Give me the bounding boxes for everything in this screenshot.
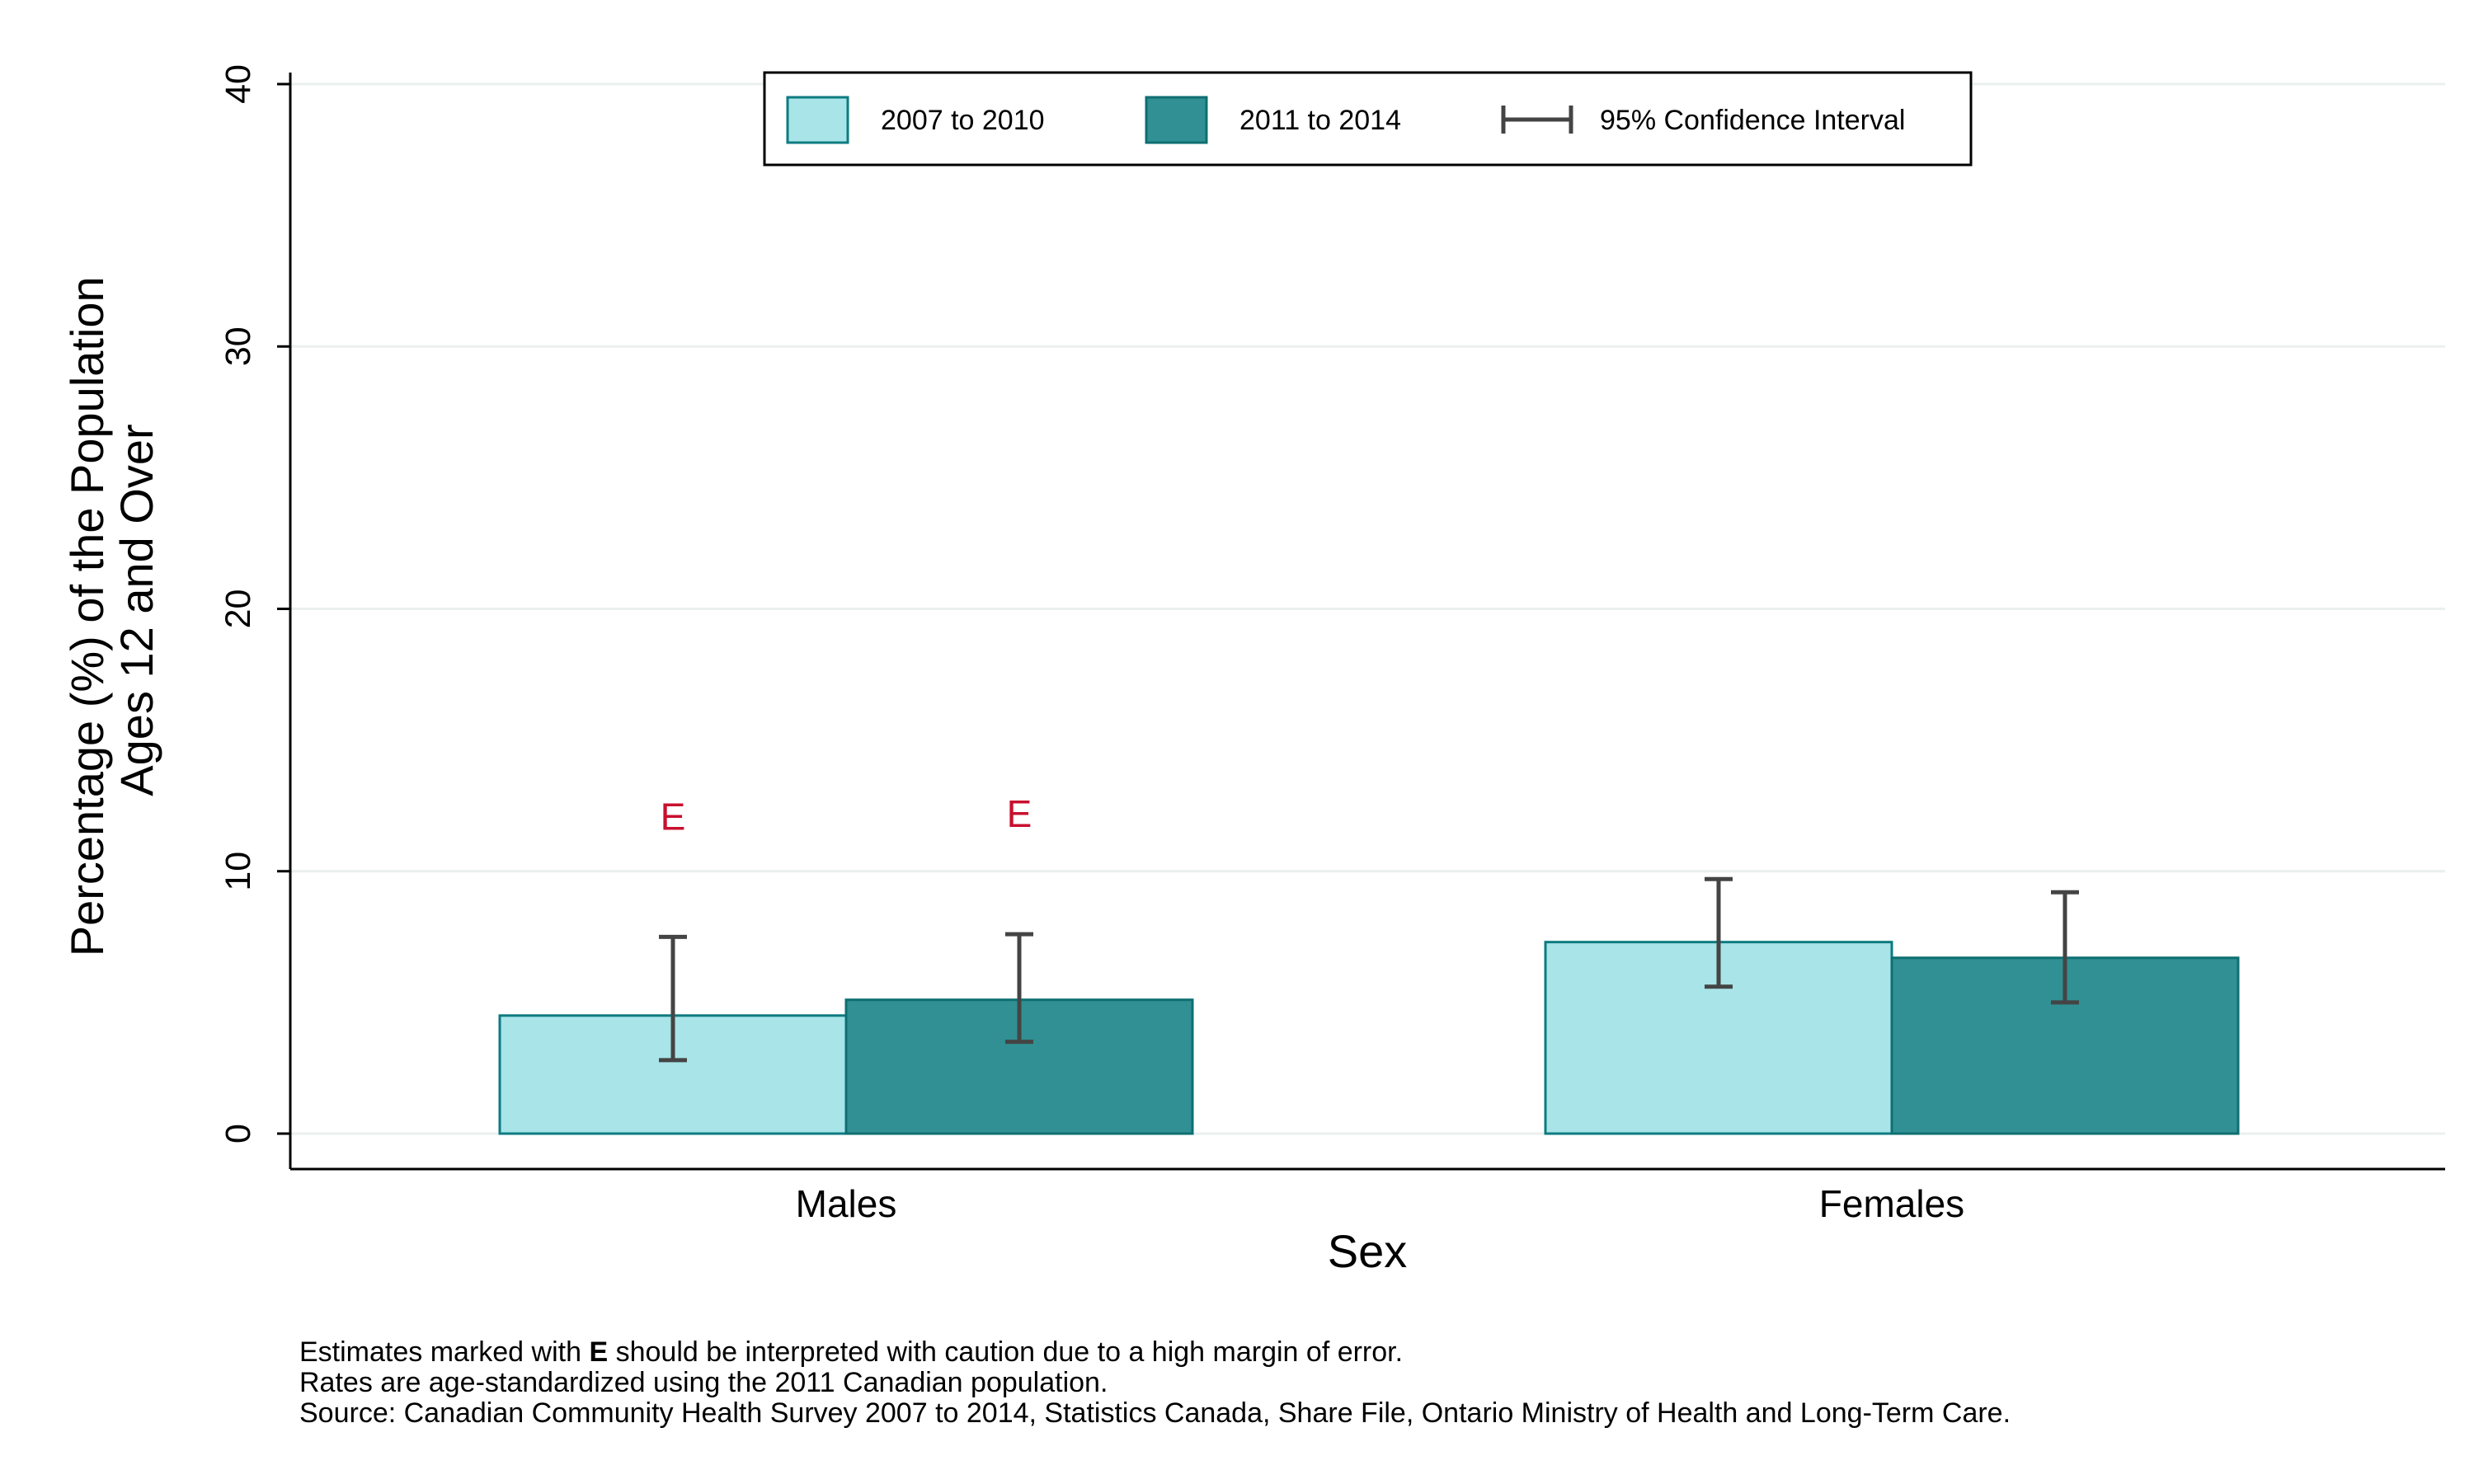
footnote-caution-suffix: should be interpreted with caution due t… bbox=[608, 1336, 1404, 1368]
flag-males-2007-to-2010: E bbox=[661, 795, 686, 838]
footnote-age-standardized: Rates are age-standardized using the 201… bbox=[299, 1367, 1108, 1398]
y-axis-title-line-1: Percentage (%) of the Population bbox=[61, 276, 113, 956]
ci-females-2011-to-2014 bbox=[2051, 890, 2079, 1005]
ci-males-2011-to-2014 bbox=[1005, 932, 1033, 1045]
ci-males-2007-to-2010 bbox=[659, 934, 687, 1063]
footnote-caution: Estimates marked with E should be interp… bbox=[299, 1337, 2011, 1368]
y-tick-label-10: 10 bbox=[219, 852, 258, 891]
legend-box bbox=[763, 71, 1973, 167]
legend-label-2011-2014: 2011 to 2014 bbox=[1239, 105, 1401, 136]
y-axis-title-line-2: Ages 12 and Over bbox=[111, 424, 162, 796]
legend: 2007 to 2010 2011 to 2014 95% Confidence… bbox=[763, 71, 1973, 167]
footnote-caution-prefix: Estimates marked with bbox=[299, 1336, 590, 1368]
legend-ci-symbol bbox=[1501, 106, 1573, 134]
ci-females-2007-to-2010 bbox=[1705, 876, 1733, 989]
legend-label-2007-2010: 2007 to 2010 bbox=[881, 105, 1045, 136]
footnotes: Estimates marked with E should be interp… bbox=[299, 1337, 2011, 1429]
y-tick-label-20: 20 bbox=[219, 589, 258, 629]
x-category-label-males: Males bbox=[796, 1182, 897, 1225]
legend-swatch-2007-2010 bbox=[786, 96, 849, 144]
legend-swatch-2011-2014 bbox=[1145, 96, 1208, 144]
y-tick-label-30: 30 bbox=[219, 326, 258, 366]
y-axis-title: Percentage (%) of the Population Ages 12… bbox=[61, 264, 162, 957]
footnote-source: Source: Canadian Community Health Survey… bbox=[299, 1397, 2011, 1429]
flag-males-2011-to-2014: E bbox=[1007, 792, 1032, 835]
y-axis-ticks: 0 10 20 30 40 bbox=[219, 64, 290, 1144]
bar-males-2011-to-2014 bbox=[844, 998, 1194, 1135]
x-category-label-females: Females bbox=[1819, 1182, 1964, 1225]
x-axis-categories: Males Females bbox=[796, 1182, 1965, 1225]
bars bbox=[498, 941, 2240, 1135]
footnote-caution-flag: E bbox=[589, 1336, 609, 1368]
x-axis-title: Sex bbox=[1328, 1225, 1408, 1277]
y-tick-label-0: 0 bbox=[219, 1124, 258, 1144]
confidence-intervals bbox=[659, 876, 2079, 1063]
legend-label-ci: 95% Confidence Interval bbox=[1600, 105, 1905, 136]
y-tick-label-40: 40 bbox=[219, 64, 258, 104]
